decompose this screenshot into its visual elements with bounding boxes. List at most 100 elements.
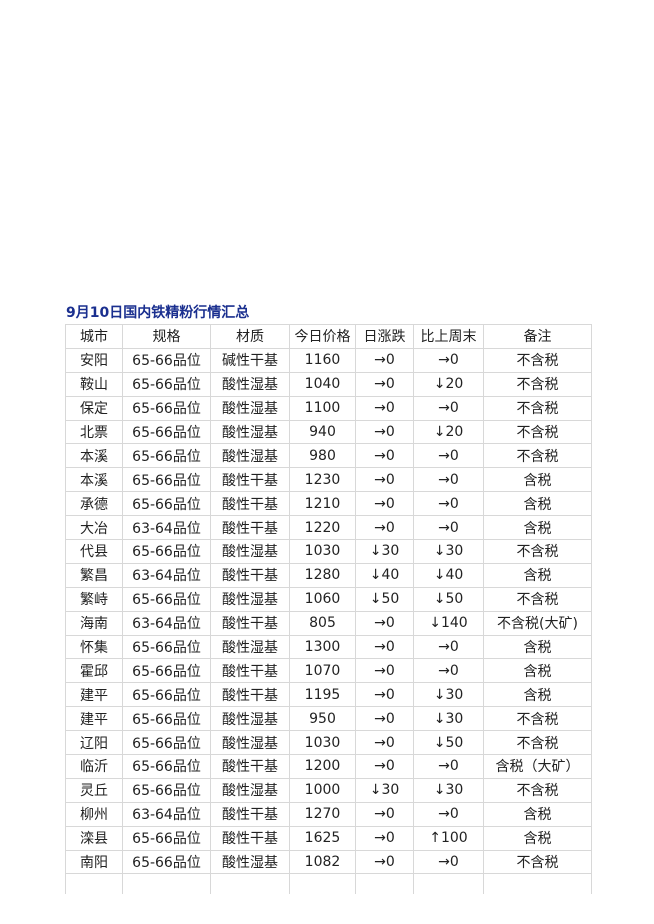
cell-grade: 65-66品位: [122, 754, 211, 779]
cell-price: 1030: [289, 539, 356, 564]
cell-grade: 65-66品位: [122, 371, 211, 397]
header-price: 今日价格: [289, 324, 356, 349]
cell-material: 酸性湿基: [210, 371, 290, 397]
cell-daily-change: →0: [355, 634, 414, 660]
empty-row: [65, 873, 592, 895]
cell-daily-change: ↓30: [355, 777, 414, 803]
cell-city: 北票: [65, 419, 123, 445]
cell-grade: 65-66品位: [122, 634, 211, 660]
table-row: 保定 65-66品位 酸性湿基 1100 →0 →0 不含税: [65, 395, 592, 421]
cell-material: 碱性干基: [210, 347, 290, 373]
cell-city: 大冶: [65, 515, 123, 541]
cell-note: 含税: [483, 634, 592, 660]
header-daily-change: 日涨跌: [355, 324, 414, 349]
cell-material: 酸性干基: [210, 754, 290, 779]
cell-material: 酸性湿基: [210, 634, 290, 660]
cell-city: 本溪: [65, 467, 123, 493]
cell-note: 含税: [483, 658, 592, 684]
cell-material: 酸性干基: [210, 610, 290, 636]
cell-daily-change: →0: [355, 658, 414, 684]
cell-daily-change: →0: [355, 395, 414, 421]
cell-weekly-change: ↓30: [413, 682, 484, 708]
cell-weekly-change: ↓140: [413, 610, 484, 636]
cell-grade: 65-66品位: [122, 658, 211, 684]
cell-grade: 65-66品位: [122, 539, 211, 564]
cell-daily-change: ↓40: [355, 562, 414, 588]
cell-daily-change: [355, 873, 414, 895]
cell-city: 柳州: [65, 801, 123, 827]
cell-price: 1195: [289, 682, 356, 708]
cell-grade: 65-66品位: [122, 682, 211, 708]
table-row: 北票 65-66品位 酸性湿基 940 →0 ↓20 不含税: [65, 419, 592, 445]
table-row: 本溪 65-66品位 酸性干基 1230 →0 →0 含税: [65, 467, 592, 493]
cell-grade: 65-66品位: [122, 706, 211, 732]
table-row: 繁昌 63-64品位 酸性干基 1280 ↓40 ↓40 含税: [65, 562, 592, 588]
cell-note: 含税: [483, 491, 592, 517]
cell-city: 滦县: [65, 825, 123, 851]
cell-grade: 63-64品位: [122, 610, 211, 636]
cell-daily-change: →0: [355, 825, 414, 851]
cell-weekly-change: [413, 873, 484, 895]
cell-material: 酸性干基: [210, 825, 290, 851]
table-row: 霍邱 65-66品位 酸性干基 1070 →0 →0 含税: [65, 658, 592, 684]
cell-price: 1000: [289, 777, 356, 803]
cell-city: 安阳: [65, 347, 123, 373]
cell-grade: 65-66品位: [122, 849, 211, 875]
cell-weekly-change: →0: [413, 467, 484, 493]
cell-weekly-change: →0: [413, 395, 484, 421]
cell-weekly-change: ↓30: [413, 706, 484, 732]
table-row: 建平 65-66品位 酸性干基 1195 →0 ↓30 含税: [65, 682, 592, 708]
cell-price: 940: [289, 419, 356, 445]
cell-material: 酸性湿基: [210, 849, 290, 875]
cell-daily-change: →0: [355, 801, 414, 827]
cell-price: 1160: [289, 347, 356, 373]
cell-city: 灵丘: [65, 777, 123, 803]
cell-weekly-change: ↓50: [413, 730, 484, 756]
cell-daily-change: →0: [355, 347, 414, 373]
cell-material: 酸性干基: [210, 491, 290, 517]
table-row: 大冶 63-64品位 酸性干基 1220 →0 →0 含税: [65, 515, 592, 541]
cell-city: 临沂: [65, 754, 123, 779]
cell-city: 建平: [65, 682, 123, 708]
cell-grade: 65-66品位: [122, 395, 211, 421]
cell-material: 酸性湿基: [210, 706, 290, 732]
header-weekly-change: 比上周末: [413, 324, 484, 349]
table-row: 代县 65-66品位 酸性湿基 1030 ↓30 ↓30 不含税: [65, 539, 592, 564]
cell-daily-change: →0: [355, 443, 414, 469]
cell-daily-change: →0: [355, 849, 414, 875]
cell-city: 保定: [65, 395, 123, 421]
table-row: 滦县 65-66品位 酸性干基 1625 →0 ↑100 含税: [65, 825, 592, 851]
cell-note: 不含税: [483, 777, 592, 803]
cell-grade: 63-64品位: [122, 801, 211, 827]
table-row: 鞍山 65-66品位 酸性湿基 1040 →0 ↓20 不含税: [65, 371, 592, 397]
cell-note: 不含税: [483, 347, 592, 373]
cell-daily-change: ↓50: [355, 586, 414, 612]
cell-material: 酸性湿基: [210, 419, 290, 445]
table-row: 怀集 65-66品位 酸性湿基 1300 →0 →0 含税: [65, 634, 592, 660]
cell-weekly-change: ↓30: [413, 777, 484, 803]
cell-daily-change: →0: [355, 371, 414, 397]
header-city: 城市: [65, 324, 123, 349]
table-row: 海南 63-64品位 酸性干基 805 →0 ↓140 不含税(大矿): [65, 610, 592, 636]
cell-weekly-change: →0: [413, 515, 484, 541]
cell-weekly-change: →0: [413, 658, 484, 684]
cell-weekly-change: ↓40: [413, 562, 484, 588]
cell-daily-change: →0: [355, 610, 414, 636]
cell-note: 含税: [483, 562, 592, 588]
cell-weekly-change: ↓20: [413, 419, 484, 445]
cell-material: 酸性干基: [210, 515, 290, 541]
cell-grade: 65-66品位: [122, 825, 211, 851]
cell-price: 1030: [289, 730, 356, 756]
header-material: 材质: [210, 324, 290, 349]
cell-city: 辽阳: [65, 730, 123, 756]
cell-price: 1270: [289, 801, 356, 827]
cell-price: 1300: [289, 634, 356, 660]
price-table: 城市 规格 材质 今日价格 日涨跌 比上周末 备注 安阳 65-66品位 碱性干基 1160 →0 →0…: [65, 324, 592, 895]
cell-grade: [122, 873, 211, 895]
cell-note: 不含税: [483, 730, 592, 756]
cell-material: 酸性干基: [210, 682, 290, 708]
cell-note: 含税: [483, 467, 592, 493]
cell-weekly-change: →0: [413, 754, 484, 779]
cell-weekly-change: ↓30: [413, 539, 484, 564]
cell-price: 1210: [289, 491, 356, 517]
